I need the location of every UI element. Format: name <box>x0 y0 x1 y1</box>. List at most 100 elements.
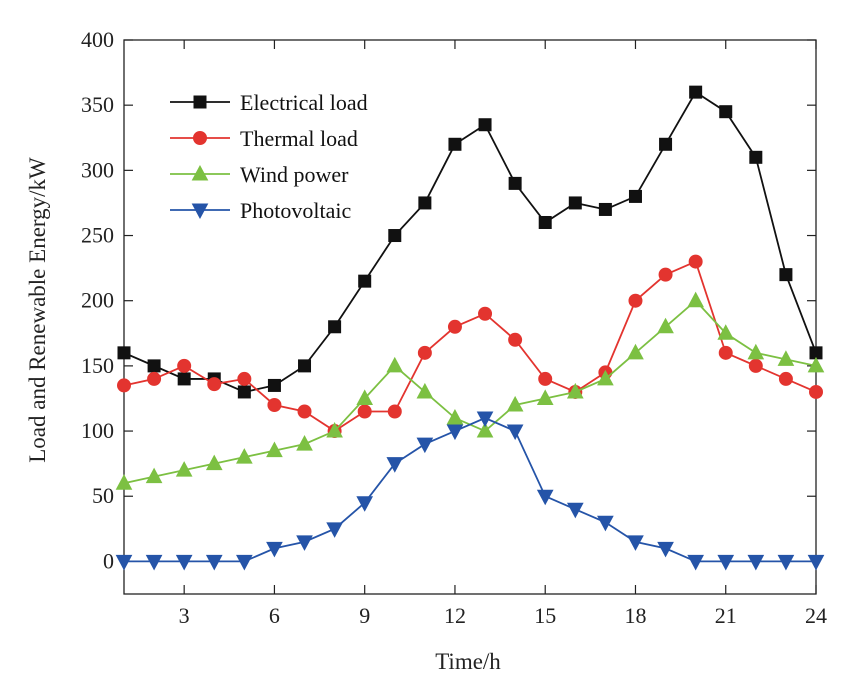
x-tick-label: 6 <box>269 603 280 628</box>
data-point <box>266 541 283 558</box>
data-point <box>597 515 614 532</box>
data-point <box>628 293 643 308</box>
legend-marker <box>193 131 207 145</box>
plot-frame <box>123 39 817 595</box>
data-point <box>446 408 464 425</box>
y-tick-label: 250 <box>81 223 114 248</box>
data-point <box>597 369 614 386</box>
series-wind-power <box>115 291 825 490</box>
data-point <box>328 320 342 334</box>
data-point <box>747 554 765 571</box>
data-point <box>566 502 584 519</box>
series-layer <box>115 85 825 571</box>
data-point <box>416 437 434 454</box>
data-point <box>446 424 464 441</box>
series-line <box>123 260 817 433</box>
plot-area <box>123 39 817 595</box>
data-point <box>326 522 343 538</box>
data-point <box>777 350 795 366</box>
y-tick-label: 150 <box>81 353 114 378</box>
data-point <box>566 382 584 399</box>
x-tick-label: 15 <box>534 603 556 628</box>
data-point <box>237 385 251 399</box>
data-point <box>147 371 162 386</box>
data-point <box>508 332 523 347</box>
y-tick-label: 300 <box>81 157 114 182</box>
legend-marker <box>191 164 209 181</box>
y-axis: 0 50 100 150 200 250 300 350 400 <box>81 27 816 573</box>
data-point <box>778 371 793 386</box>
data-point <box>689 85 703 99</box>
data-point <box>476 411 494 428</box>
data-point <box>205 454 223 471</box>
y-axis-title: Load and Renewable Energy/kW <box>25 157 50 463</box>
data-point <box>207 377 222 392</box>
data-point <box>387 404 402 419</box>
legend-item: Electrical load <box>170 90 368 115</box>
data-point <box>386 457 404 473</box>
data-point <box>358 274 372 288</box>
data-point <box>448 137 462 151</box>
legend-item: Thermal load <box>170 126 358 151</box>
data-point <box>416 382 434 399</box>
y-tick-label: 400 <box>81 27 114 52</box>
data-point <box>807 356 825 373</box>
data-point <box>296 435 313 451</box>
data-point <box>538 371 553 386</box>
series-line <box>123 299 817 485</box>
data-point <box>478 306 493 321</box>
legend: Electrical load Thermal load Wind power Pho… <box>170 90 368 223</box>
data-point <box>747 343 765 360</box>
data-point <box>628 189 642 203</box>
y-tick-label: 50 <box>92 483 114 508</box>
data-point <box>147 359 161 373</box>
data-point <box>807 554 825 571</box>
data-point <box>357 404 372 419</box>
data-point <box>749 150 763 164</box>
data-point <box>237 371 252 386</box>
x-tick-label: 9 <box>359 603 370 628</box>
x-tick-label: 18 <box>624 603 646 628</box>
data-point <box>538 215 552 229</box>
legend-label: Photovoltaic <box>240 198 351 223</box>
data-point <box>386 356 404 373</box>
x-tick-label: 12 <box>444 603 466 628</box>
data-point <box>145 467 163 484</box>
data-point <box>418 196 432 210</box>
data-point <box>117 346 131 360</box>
data-point <box>598 202 612 216</box>
data-point <box>659 137 673 151</box>
data-point <box>236 448 253 464</box>
data-point <box>356 496 374 512</box>
data-point <box>687 291 704 308</box>
data-point <box>506 395 524 412</box>
data-point <box>177 372 191 386</box>
data-point <box>447 319 462 334</box>
data-point <box>117 378 131 393</box>
series-line <box>124 417 816 563</box>
data-point <box>266 441 283 458</box>
data-point <box>719 105 733 119</box>
data-point <box>356 389 374 405</box>
series-electrical-load <box>117 85 823 399</box>
data-point <box>115 474 133 490</box>
y-tick-label: 0 <box>103 548 114 573</box>
legend-label: Wind power <box>240 162 349 187</box>
y-tick-label: 350 <box>81 92 114 117</box>
data-point <box>657 541 674 558</box>
data-point <box>417 345 432 360</box>
y-tick-label: 100 <box>81 418 114 443</box>
x-tick-label: 3 <box>179 603 190 628</box>
data-point <box>177 358 192 373</box>
data-point <box>267 397 282 412</box>
data-point <box>508 176 522 190</box>
data-point <box>777 554 795 571</box>
data-point <box>478 118 492 132</box>
data-point <box>536 389 554 405</box>
data-point <box>115 554 133 571</box>
legend-item: Photovoltaic <box>170 198 351 223</box>
data-point <box>145 554 163 571</box>
legend-item: Wind power <box>170 162 349 187</box>
data-point <box>536 489 554 506</box>
